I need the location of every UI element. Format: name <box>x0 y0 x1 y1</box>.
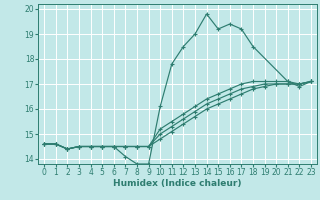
X-axis label: Humidex (Indice chaleur): Humidex (Indice chaleur) <box>113 179 242 188</box>
